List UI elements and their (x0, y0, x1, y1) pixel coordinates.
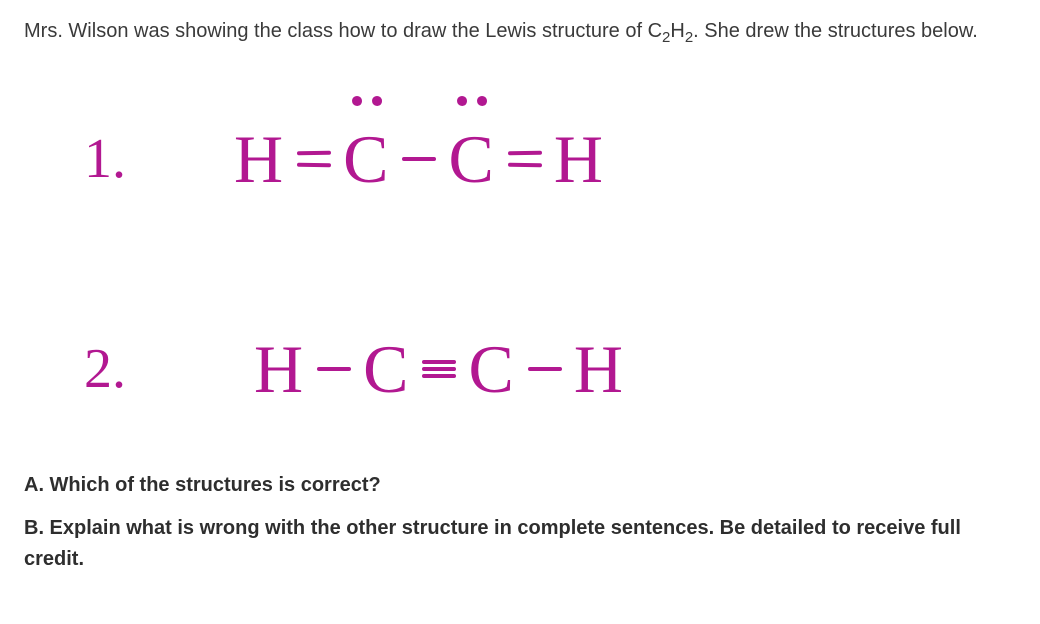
lewis-2: H C C H (254, 330, 625, 409)
single-bond-2a (317, 367, 351, 371)
question-b: B. Explain what is wrong with the other … (24, 513, 1016, 575)
intro-text: Mrs. Wilson was showing the class how to… (24, 16, 1016, 50)
structure-2-number: 2. (84, 337, 194, 401)
atom-c-right-1-label: C (448, 121, 495, 197)
intro-sub2: 2 (685, 29, 693, 46)
double-bond-1b (508, 149, 542, 169)
atom-h-right-2: H (574, 330, 625, 409)
atom-c-left-1: C (343, 120, 390, 199)
atom-c-right-1: C (448, 120, 495, 199)
question-a: A. Which of the structures is correct? (24, 470, 1016, 501)
single-bond-1 (402, 157, 436, 161)
atom-h-left-2: H (254, 330, 305, 409)
structures-area: 1. H C C H 2. H C C H (24, 100, 1016, 470)
atom-c-right-2: C (468, 330, 515, 409)
atom-h-left-1: H (234, 120, 285, 199)
lone-pair-dots-1b (457, 96, 487, 106)
atom-c-left-1-label: C (343, 121, 390, 197)
lone-pair-dots-1a (352, 96, 382, 106)
triple-bond-2 (422, 357, 456, 381)
structure-2: 2. H C C H (84, 330, 625, 409)
single-bond-2b (528, 367, 562, 371)
intro-mid: H (670, 20, 684, 42)
intro-prefix: Mrs. Wilson was showing the class how to… (24, 20, 662, 42)
lewis-1: H C C H (234, 120, 605, 199)
structure-1-number: 1. (84, 127, 194, 191)
questions: A. Which of the structures is correct? B… (24, 470, 1016, 575)
atom-h-right-1: H (554, 120, 605, 199)
structure-1: 1. H C C H (84, 120, 605, 199)
atom-c-left-2: C (363, 330, 410, 409)
intro-suffix: . She drew the structures below. (693, 20, 978, 42)
double-bond-1a (297, 149, 331, 169)
